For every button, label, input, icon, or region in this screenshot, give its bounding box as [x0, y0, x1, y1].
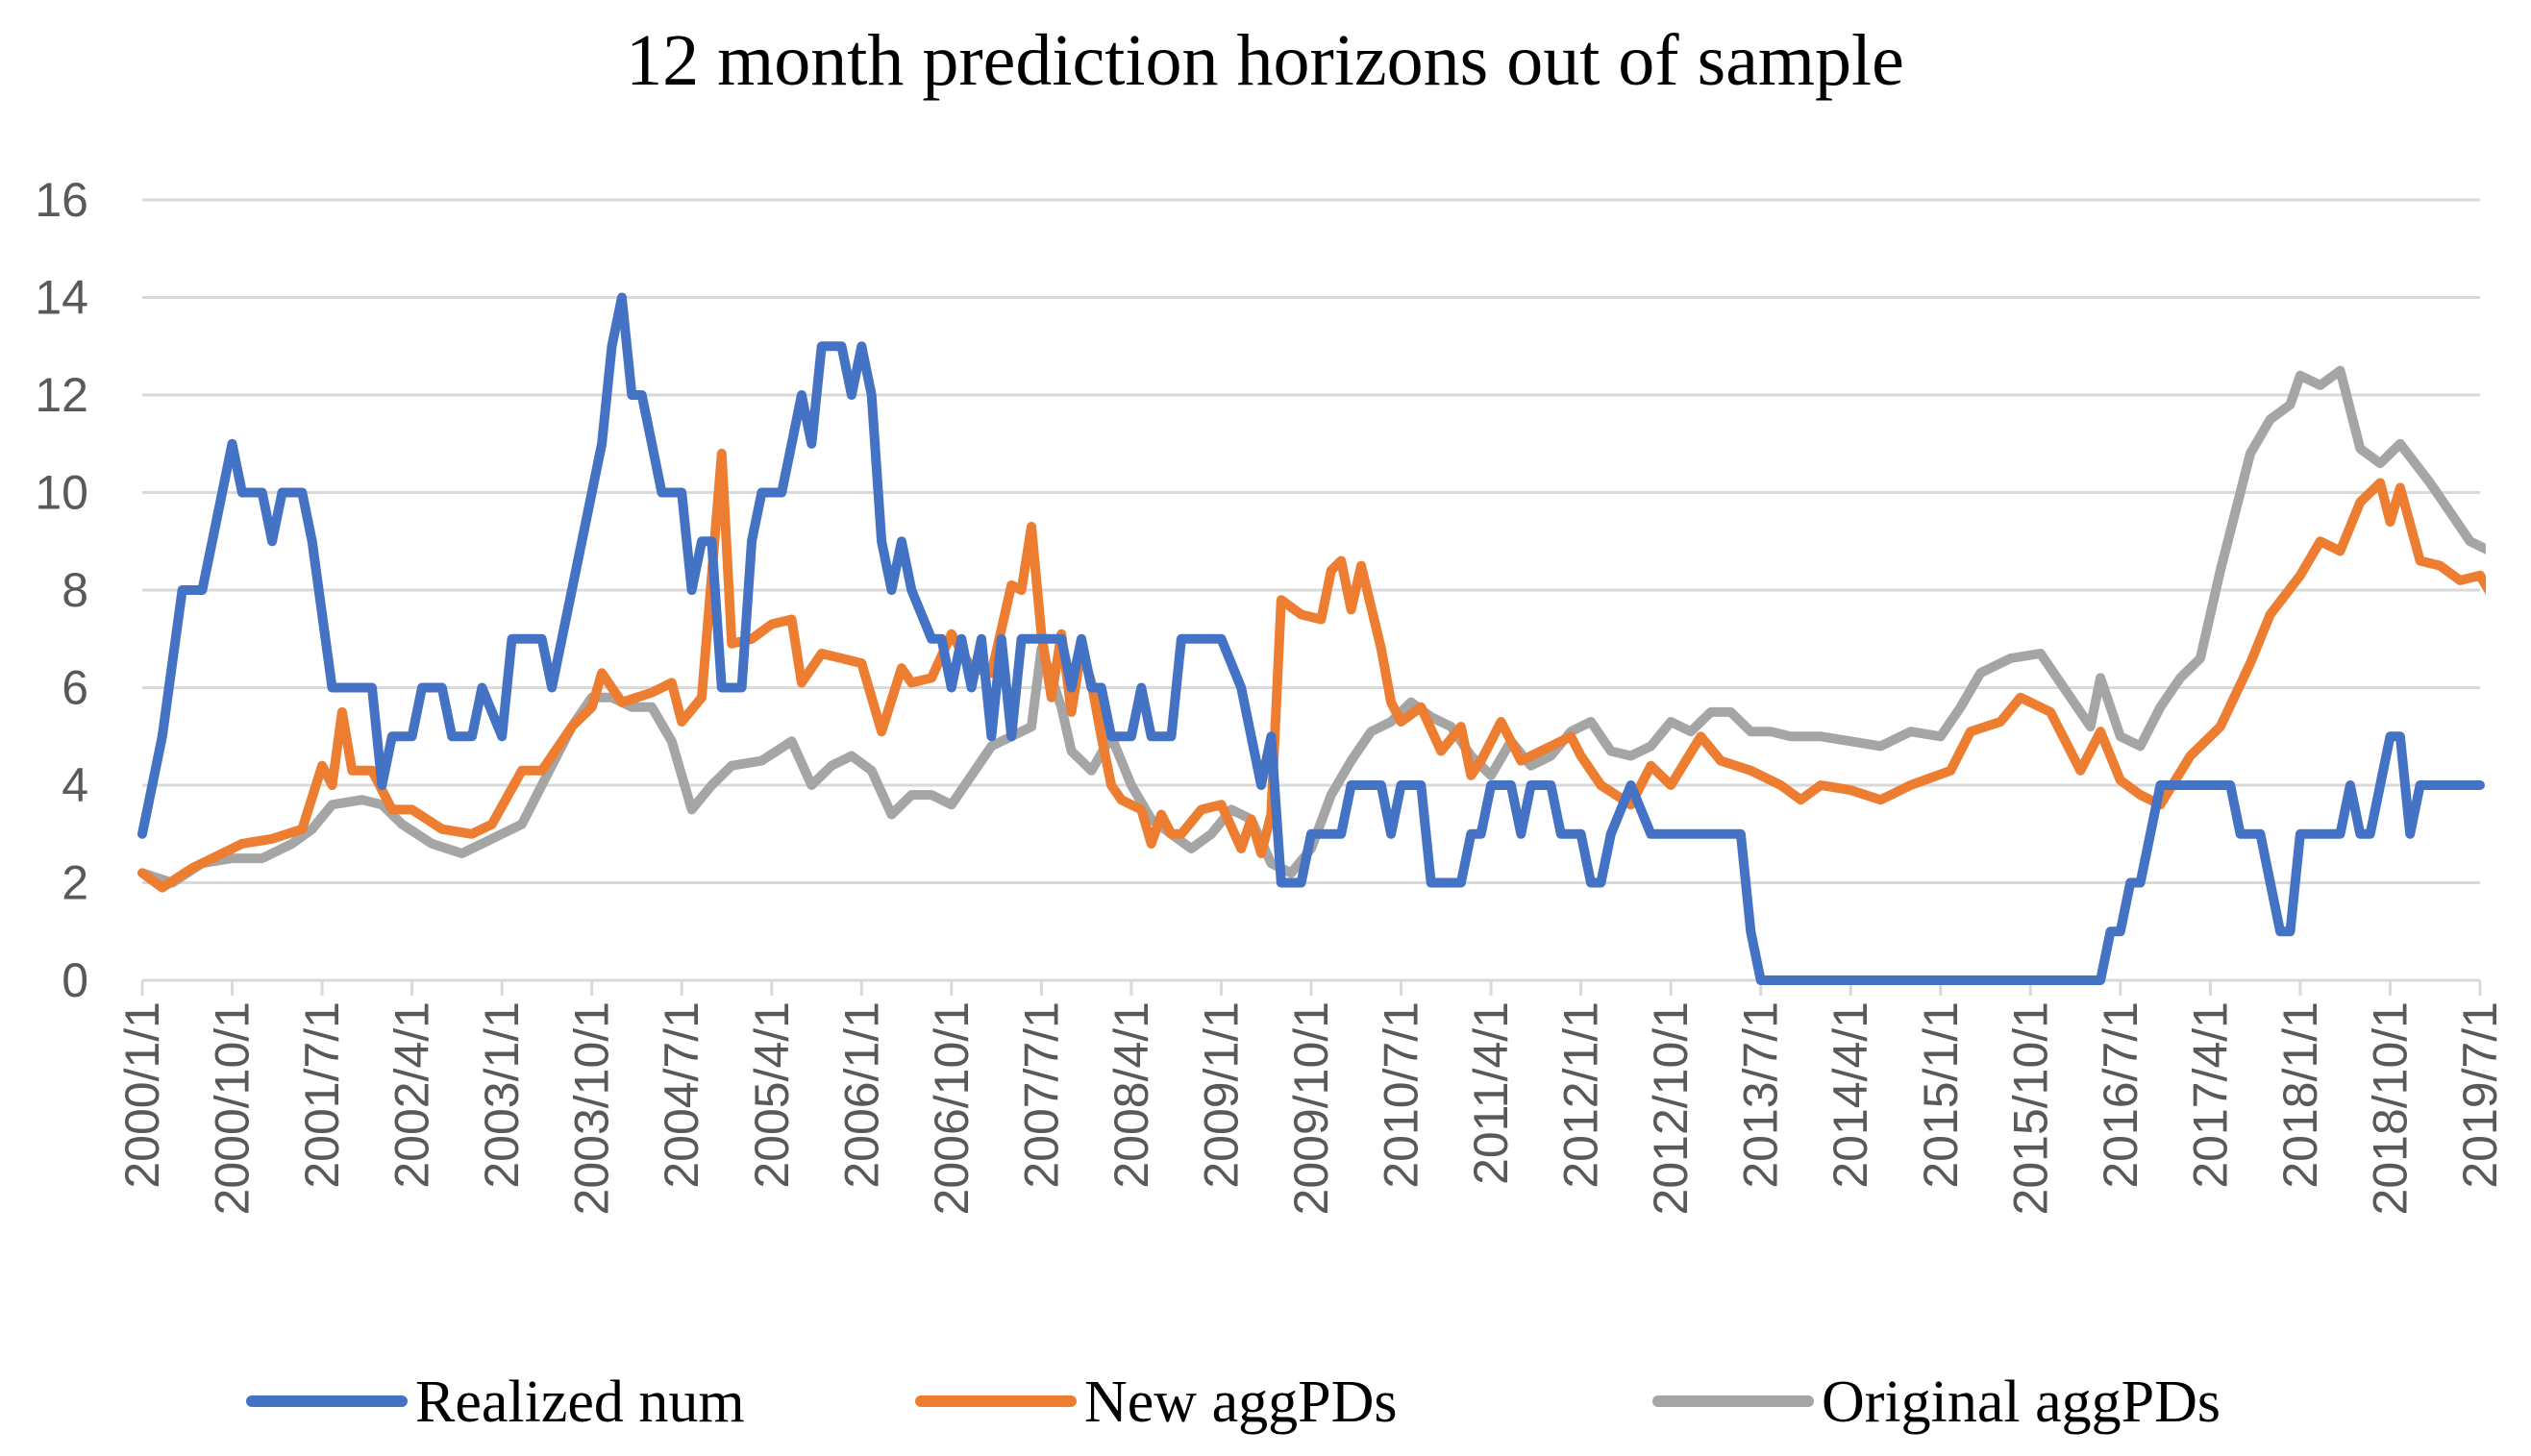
- x-tick-label: 2006/1/1: [834, 1001, 888, 1189]
- legend-label: New aggPDs: [1084, 1370, 1397, 1435]
- x-tick-label: 2014/4/1: [1824, 1001, 1877, 1189]
- x-tick-label: 2003/1/1: [475, 1001, 529, 1189]
- x-tick-label: 2013/7/1: [1734, 1001, 1788, 1189]
- x-tick-label: 2004/7/1: [655, 1001, 708, 1189]
- y-tick-label: 2: [62, 856, 88, 910]
- legend: Realized num New aggPDs Original aggPDs: [246, 1370, 2221, 1435]
- x-tick-label: 2012/10/1: [1644, 1001, 1698, 1215]
- series-line-realized-num: [137, 292, 2485, 985]
- x-tick-label: 2008/4/1: [1104, 1001, 1158, 1189]
- y-tick-label: 16: [35, 173, 88, 227]
- x-tick-label: 2018/10/1: [2363, 1001, 2417, 1215]
- series-line-new-aggpds: [137, 448, 2486, 893]
- y-tick-label: 12: [35, 368, 88, 422]
- gridlines: [142, 198, 2480, 982]
- x-tick-label: 2003/10/1: [565, 1001, 619, 1215]
- x-tick-label: 2019/7/1: [2453, 1001, 2507, 1189]
- y-tick-label: 8: [62, 563, 88, 617]
- x-tick-label: 2009/10/1: [1284, 1001, 1338, 1215]
- y-tick-label: 14: [35, 271, 88, 325]
- x-tick-label: 2009/1/1: [1194, 1001, 1248, 1189]
- x-tick-label: 2000/10/1: [206, 1001, 260, 1215]
- x-tick-label: 2015/1/1: [1914, 1001, 1968, 1189]
- y-tick-label: 0: [62, 953, 88, 1007]
- x-tick-label: 2015/10/1: [2003, 1001, 2057, 1215]
- x-tick-label: 2000/1/1: [115, 1001, 169, 1189]
- x-tick-label: 2001/7/1: [295, 1001, 349, 1189]
- chart-title: 12 month prediction horizons out of samp…: [626, 20, 1904, 101]
- x-tick-label: 2007/7/1: [1014, 1001, 1068, 1189]
- y-tick-label: 10: [35, 466, 88, 520]
- x-axis: 2000/1/1 2000/10/1 2001/7/1 2002/4/1 2003/1/…: [115, 978, 2507, 1215]
- x-tick-label: 2012/1/1: [1554, 1001, 1608, 1189]
- x-tick-label: 2017/4/1: [2183, 1001, 2237, 1189]
- x-tick-label: 2010/7/1: [1375, 1001, 1428, 1189]
- x-tick-label: 2018/1/1: [2273, 1001, 2327, 1189]
- y-axis-ticks: 0 2 4 6 8 10 12 14 16: [35, 173, 88, 1007]
- legend-label: Original aggPDs: [1822, 1370, 2221, 1435]
- series-lines: [137, 292, 2486, 985]
- x-tick-label: 2006/10/1: [925, 1001, 979, 1215]
- x-tick-label: 2005/4/1: [745, 1001, 799, 1189]
- x-tick-label: 2002/4/1: [385, 1001, 439, 1189]
- y-tick-label: 6: [62, 661, 88, 715]
- x-tick-label: 2011/4/1: [1464, 1001, 1518, 1185]
- legend-label: Realized num: [415, 1370, 745, 1435]
- x-tick-label: 2016/7/1: [2094, 1001, 2147, 1189]
- y-tick-label: 4: [62, 758, 88, 812]
